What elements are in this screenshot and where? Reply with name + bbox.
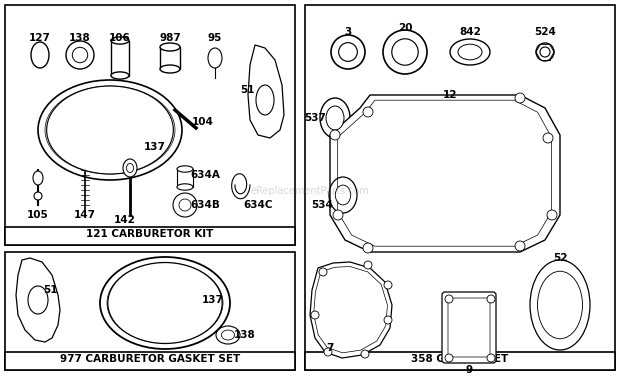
Text: 138: 138: [69, 33, 91, 43]
Ellipse shape: [179, 199, 191, 211]
Ellipse shape: [392, 39, 419, 65]
Ellipse shape: [73, 47, 87, 63]
Text: 51: 51: [240, 85, 254, 95]
Ellipse shape: [458, 44, 482, 60]
Circle shape: [319, 268, 327, 276]
Ellipse shape: [538, 271, 583, 339]
Circle shape: [324, 348, 332, 356]
Text: 9: 9: [466, 365, 472, 375]
Ellipse shape: [33, 171, 43, 185]
Circle shape: [384, 281, 392, 289]
Text: 51: 51: [43, 285, 57, 295]
Ellipse shape: [111, 72, 129, 79]
Ellipse shape: [160, 43, 180, 51]
Bar: [111, 40, 129, 75]
Circle shape: [311, 311, 319, 319]
Bar: [5, 227, 295, 245]
Text: 534: 534: [311, 200, 333, 210]
Text: 95: 95: [208, 33, 222, 43]
Text: 987: 987: [159, 33, 181, 43]
Text: 20: 20: [398, 23, 412, 33]
Circle shape: [363, 243, 373, 253]
Circle shape: [487, 295, 495, 303]
Ellipse shape: [111, 37, 129, 44]
Text: 137: 137: [202, 295, 224, 305]
Circle shape: [361, 350, 369, 358]
Ellipse shape: [339, 43, 357, 61]
Ellipse shape: [123, 159, 137, 177]
Polygon shape: [16, 258, 60, 342]
FancyBboxPatch shape: [442, 292, 496, 363]
Circle shape: [487, 354, 495, 362]
Ellipse shape: [221, 330, 234, 340]
Text: 537: 537: [304, 113, 326, 123]
Ellipse shape: [160, 65, 180, 73]
Polygon shape: [248, 45, 284, 138]
Circle shape: [445, 295, 453, 303]
Bar: [177, 169, 193, 187]
Bar: [305, 352, 615, 370]
Polygon shape: [310, 262, 392, 358]
Ellipse shape: [256, 85, 274, 115]
Ellipse shape: [28, 286, 48, 314]
Text: 138: 138: [234, 330, 256, 340]
Ellipse shape: [177, 184, 193, 190]
Text: 105: 105: [27, 210, 49, 220]
Text: 104: 104: [192, 117, 214, 127]
Ellipse shape: [540, 47, 550, 57]
Ellipse shape: [108, 263, 222, 344]
Text: 977 CARBURETOR GASKET SET: 977 CARBURETOR GASKET SET: [60, 354, 240, 364]
Bar: [5, 252, 295, 370]
Text: 634B: 634B: [190, 200, 220, 210]
Text: 127: 127: [29, 33, 51, 43]
Circle shape: [364, 261, 372, 269]
Circle shape: [547, 210, 557, 220]
Text: 634C: 634C: [243, 200, 273, 210]
Circle shape: [515, 93, 525, 103]
Text: 7: 7: [326, 343, 334, 353]
Ellipse shape: [335, 185, 351, 205]
Ellipse shape: [536, 43, 554, 61]
Ellipse shape: [177, 166, 193, 172]
Circle shape: [445, 354, 453, 362]
Circle shape: [543, 133, 553, 143]
Bar: [305, 5, 615, 370]
Text: 142: 142: [114, 215, 136, 225]
Text: 358 GASKET SET: 358 GASKET SET: [412, 354, 508, 364]
Circle shape: [333, 210, 343, 220]
Text: 12: 12: [443, 90, 458, 100]
Ellipse shape: [46, 86, 174, 174]
Text: 121 CARBURETOR KIT: 121 CARBURETOR KIT: [86, 229, 214, 239]
Circle shape: [384, 316, 392, 324]
Text: 842: 842: [459, 27, 481, 37]
Ellipse shape: [34, 192, 42, 200]
Circle shape: [515, 241, 525, 251]
Text: 634A: 634A: [190, 170, 220, 180]
Text: 52: 52: [553, 253, 567, 263]
Bar: [5, 352, 295, 370]
Bar: [5, 5, 295, 245]
Text: 106: 106: [109, 33, 131, 43]
Text: 3: 3: [344, 27, 352, 37]
Text: 524: 524: [534, 27, 556, 37]
Circle shape: [330, 130, 340, 140]
Text: 147: 147: [74, 210, 96, 220]
Circle shape: [363, 107, 373, 117]
Text: 137: 137: [144, 142, 166, 152]
Text: eReplacementParts.com: eReplacementParts.com: [250, 186, 370, 195]
Bar: [160, 47, 180, 69]
Ellipse shape: [326, 106, 344, 130]
Polygon shape: [330, 95, 560, 252]
